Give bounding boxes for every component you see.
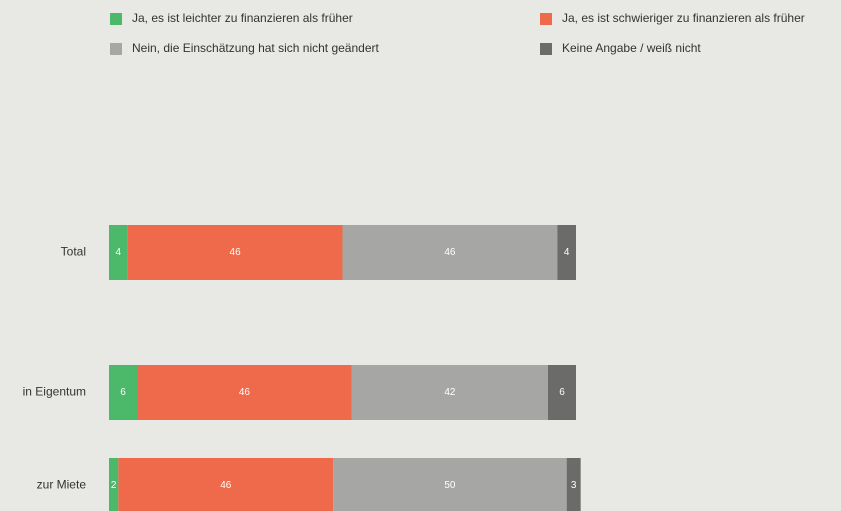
bar-segment (351, 365, 548, 420)
value-label: 46 (239, 387, 251, 398)
bar-segment (109, 458, 119, 511)
value-label: 46 (230, 247, 242, 258)
bar-segment (109, 225, 128, 280)
category-label: zur Miete (37, 478, 87, 492)
value-label: 46 (444, 247, 456, 258)
value-label: 50 (444, 480, 456, 491)
value-label: 2 (111, 480, 117, 491)
legend-swatch (540, 43, 552, 55)
value-label: 42 (444, 387, 456, 398)
legend-label: Nein, die Einschätzung hat sich nicht ge… (132, 41, 379, 55)
bar-segment (118, 458, 334, 511)
value-label: 6 (120, 387, 126, 398)
value-label: 46 (220, 480, 232, 491)
legend-label: Ja, es ist schwieriger zu finanzieren al… (562, 11, 805, 25)
bar-segment (547, 365, 576, 420)
value-label: 4 (564, 247, 570, 258)
bar-segment (342, 225, 558, 280)
bar-segment (127, 225, 343, 280)
bar-segment (109, 365, 138, 420)
legend-swatch (110, 13, 122, 25)
bar-segment (333, 458, 567, 511)
legend-label: Ja, es ist leichter zu finanzieren als f… (132, 11, 353, 25)
value-label: 4 (116, 247, 122, 258)
value-label: 3 (571, 480, 577, 491)
bar-segment (137, 365, 352, 420)
legend-swatch (540, 13, 552, 25)
value-label: 6 (559, 387, 565, 398)
legend-label: Keine Angabe / weiß nicht (562, 41, 701, 55)
bar-segment (557, 225, 576, 280)
legend-swatch (110, 43, 122, 55)
category-label: in Eigentum (23, 385, 86, 399)
bar-segment (566, 458, 581, 511)
category-label: Total (61, 245, 86, 259)
